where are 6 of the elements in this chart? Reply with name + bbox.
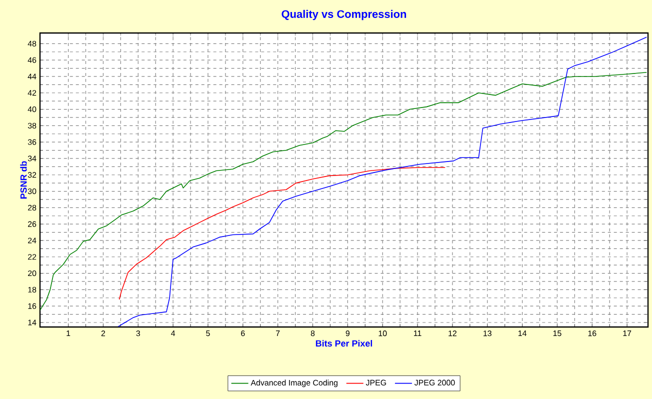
x-axis-title: Bits Per Pixel <box>316 340 372 347</box>
y-axis-title: PSNR db <box>20 161 27 199</box>
line-series <box>40 72 648 311</box>
line-series <box>118 167 446 300</box>
chart-title: Quality vs Compression <box>282 10 406 20</box>
line-series <box>118 36 648 327</box>
